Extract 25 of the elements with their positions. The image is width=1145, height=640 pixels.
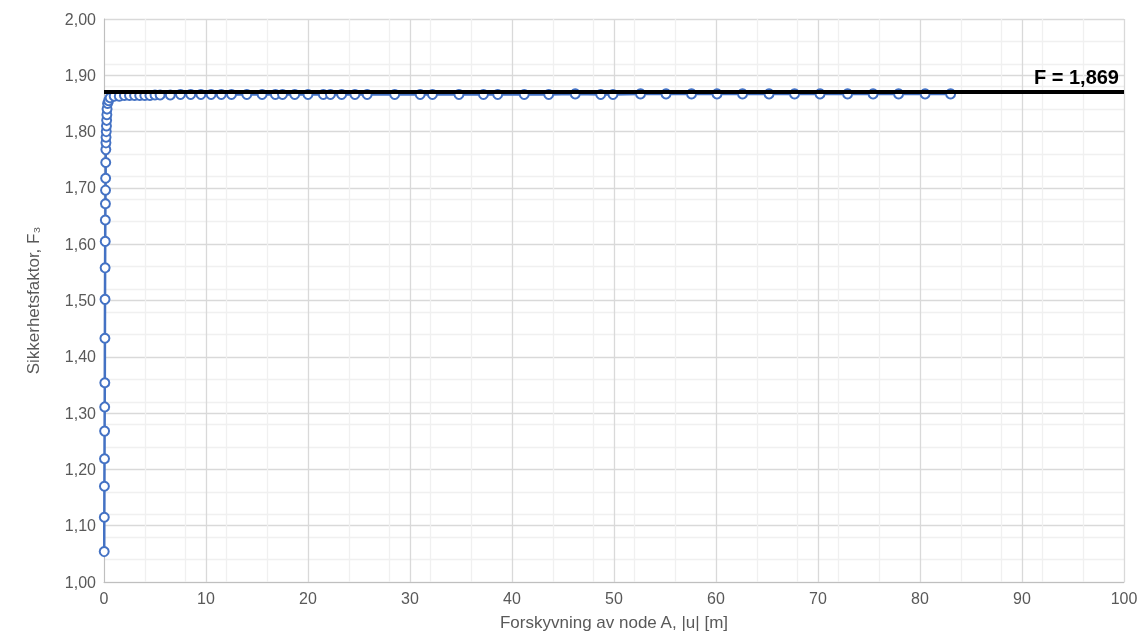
x-tick-label: 100 (1110, 589, 1138, 607)
x-tick-label: 0 (99, 589, 109, 607)
y-tick-label: 1,70 (64, 179, 97, 197)
x-tick-label: 40 (503, 589, 521, 607)
x-tick-label: 80 (911, 589, 929, 607)
y-tick-label: 1,10 (64, 517, 97, 535)
y-tick-label: 1,50 (64, 292, 97, 309)
x-tick-label: 60 (707, 589, 725, 607)
x-tick-label: 70 (809, 589, 827, 607)
y-tick-label: 1,40 (64, 348, 97, 366)
y-tick-label: 1,90 (64, 66, 97, 84)
x-tick-label: 30 (401, 589, 419, 607)
y-tick-label: 1,00 (64, 573, 97, 591)
ref-line-label: F = 1,869 (1033, 66, 1119, 89)
y-tick-label: 2,00 (64, 10, 97, 28)
x-tick-label: 50 (605, 589, 623, 607)
y-tick-label: 1,80 (64, 123, 97, 141)
y-axis-title: Sikkerhetsfaktor, F₃ (24, 226, 43, 375)
y-tick-label: 1,60 (64, 235, 97, 253)
x-axis-title: Forskyvning av node A, |u| [m] (499, 613, 729, 632)
x-tick-label: 10 (197, 589, 215, 607)
y-tick-label: 1,30 (64, 404, 97, 422)
x-tick-label: 90 (1013, 589, 1031, 607)
y-tick-label: 1,20 (64, 460, 97, 478)
x-tick-label: 20 (299, 589, 317, 607)
